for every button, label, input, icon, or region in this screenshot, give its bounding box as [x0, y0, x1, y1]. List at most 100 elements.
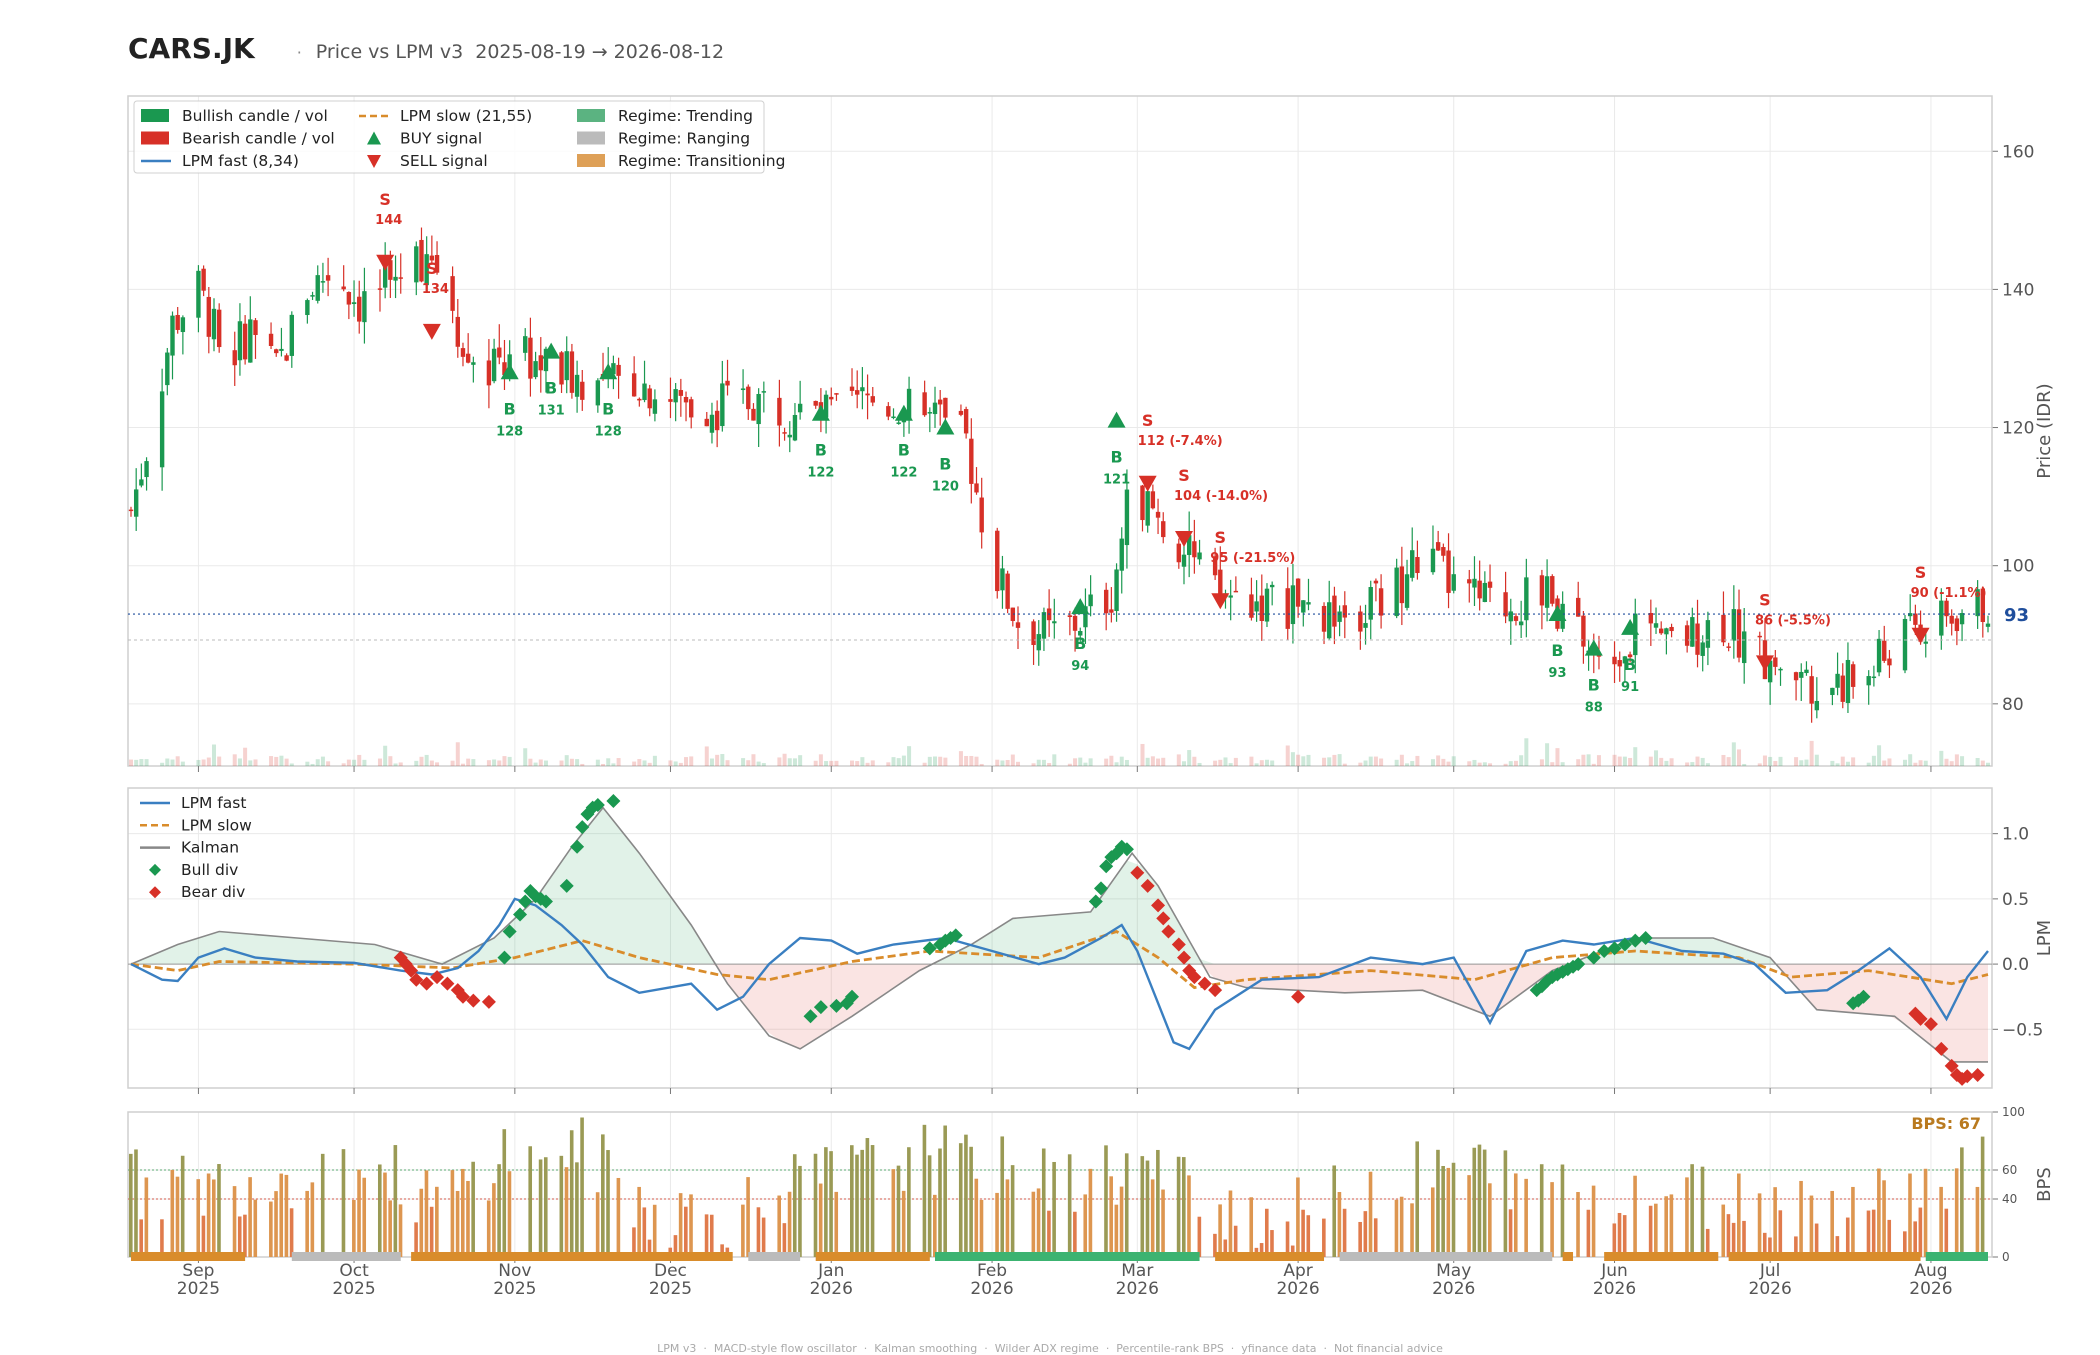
- bps-bar: [1047, 1210, 1051, 1257]
- volume-bar: [938, 756, 943, 766]
- bear-div-marker: [1913, 1011, 1928, 1026]
- candle-body: [1264, 588, 1270, 622]
- candle-body: [1627, 654, 1633, 658]
- candle-body: [1295, 578, 1301, 607]
- bps-bar: [1363, 1211, 1368, 1257]
- candle-body: [943, 397, 948, 418]
- legend-label: Bull div: [181, 861, 238, 879]
- bps-bar: [642, 1207, 647, 1257]
- x-tick-month: Dec: [654, 1261, 687, 1281]
- bps-bar: [398, 1204, 403, 1257]
- bps-bar: [1394, 1199, 1399, 1257]
- bps-bar: [1851, 1186, 1855, 1257]
- volume-bar: [1773, 760, 1778, 766]
- volume-bar: [305, 761, 310, 766]
- volume-bar: [393, 763, 398, 766]
- volume-bar: [1285, 745, 1290, 766]
- volume-bar: [922, 762, 927, 766]
- bps-bar: [1005, 1179, 1010, 1257]
- bull-div-marker: [513, 907, 528, 922]
- volume-bar: [1181, 761, 1186, 766]
- bps-bar: [1290, 1245, 1295, 1257]
- candle-body: [1923, 641, 1928, 644]
- candle-body: [1524, 577, 1529, 621]
- volume-bar: [326, 761, 331, 766]
- candle-body: [320, 281, 326, 283]
- candle-body: [580, 381, 585, 400]
- candle-body: [1482, 582, 1488, 603]
- candle-body: [1078, 631, 1083, 636]
- bps-last-label: BPS: 67: [1911, 1114, 1981, 1133]
- buy-signal-marker: [1548, 605, 1567, 622]
- candle-body: [979, 497, 984, 533]
- candle-body: [937, 399, 943, 405]
- volume-bar: [1503, 763, 1508, 766]
- candle-body: [860, 387, 865, 392]
- volume-bar: [1659, 757, 1664, 766]
- volume-bar: [1441, 758, 1446, 766]
- bull-div-marker: [606, 794, 621, 809]
- bear-div-marker: [466, 993, 481, 1008]
- sell-signal-letter: S: [1142, 411, 1154, 430]
- volume-bar: [995, 759, 1000, 766]
- volume-bar: [450, 760, 455, 766]
- candle-body: [388, 260, 393, 280]
- volume-bar: [1939, 750, 1944, 766]
- bps-bar: [1270, 1230, 1274, 1257]
- volume-bar: [1762, 755, 1767, 766]
- candle-body: [683, 396, 689, 403]
- volume-bar: [315, 759, 320, 766]
- candle-body: [1015, 622, 1021, 628]
- candle-body: [1980, 588, 1986, 622]
- candle-body: [1306, 602, 1311, 605]
- volume-bar: [1954, 754, 1959, 766]
- candle-body: [502, 362, 507, 376]
- volume-bar: [320, 756, 325, 766]
- candle-body: [637, 398, 642, 401]
- price-legend: Bullish candle / vol Bearish candle / vol…: [133, 100, 785, 174]
- bps-bar: [1866, 1210, 1871, 1257]
- candle-body: [1902, 618, 1908, 671]
- bps-bar: [201, 1215, 206, 1257]
- bear-div-marker: [1291, 989, 1306, 1004]
- volume-bar: [1083, 762, 1088, 766]
- bps-bar: [1218, 1204, 1222, 1257]
- bps-bar: [1109, 1176, 1113, 1257]
- volume-bar: [1088, 758, 1093, 766]
- candle-body: [611, 363, 616, 375]
- sell-signal-marker: [1174, 531, 1193, 548]
- volume-bar: [1737, 749, 1742, 766]
- bear-div-marker: [409, 972, 424, 987]
- bps-bar: [1223, 1239, 1228, 1257]
- volume-bar: [388, 756, 393, 766]
- x-tick-year: 2025: [332, 1279, 375, 1299]
- volume-bar: [1477, 762, 1482, 766]
- bps-content: BPS: 67: [128, 1114, 1992, 1261]
- bps-bar: [1145, 1160, 1150, 1257]
- candle-body: [528, 337, 533, 379]
- bps-bar: [1773, 1187, 1777, 1257]
- volume-bar: [1342, 763, 1347, 766]
- buy-signal-price: 122: [890, 466, 917, 481]
- buy-signal-price: 128: [595, 424, 622, 439]
- footer-note: LPM v3 · MACD-style flow oscillator · Ka…: [657, 1342, 1443, 1355]
- candle-body: [393, 276, 398, 281]
- candle-body: [175, 314, 180, 330]
- volume-bar: [1513, 760, 1518, 766]
- bps-bar: [995, 1192, 999, 1257]
- candle-body: [870, 396, 875, 403]
- bps-bar: [1503, 1150, 1508, 1257]
- candle-body: [1954, 618, 1960, 632]
- volume-bar: [958, 751, 963, 766]
- legend-swatch: [149, 863, 161, 876]
- candle-body: [289, 314, 295, 356]
- candle-body: [1985, 623, 1991, 627]
- bps-bar: [393, 1145, 398, 1257]
- bear-div-marker: [1151, 898, 1166, 913]
- candle-body: [1415, 557, 1420, 574]
- candle-body: [1088, 594, 1093, 607]
- bps-bar: [310, 1182, 315, 1257]
- volume-bar: [248, 760, 253, 766]
- volume-bar: [1000, 760, 1005, 766]
- candle-body: [559, 352, 564, 385]
